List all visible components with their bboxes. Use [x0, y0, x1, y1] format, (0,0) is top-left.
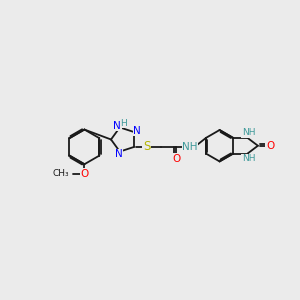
- Text: O: O: [80, 169, 88, 179]
- Text: NH: NH: [242, 154, 255, 163]
- Text: N: N: [113, 121, 121, 130]
- Text: N: N: [115, 149, 122, 159]
- Text: H: H: [121, 119, 127, 128]
- Text: O: O: [172, 154, 180, 164]
- Text: NH: NH: [182, 142, 198, 152]
- Text: CH₃: CH₃: [52, 169, 69, 178]
- Text: S: S: [143, 140, 150, 154]
- Text: N: N: [134, 126, 141, 136]
- Text: NH: NH: [242, 128, 255, 137]
- Text: O: O: [266, 141, 274, 151]
